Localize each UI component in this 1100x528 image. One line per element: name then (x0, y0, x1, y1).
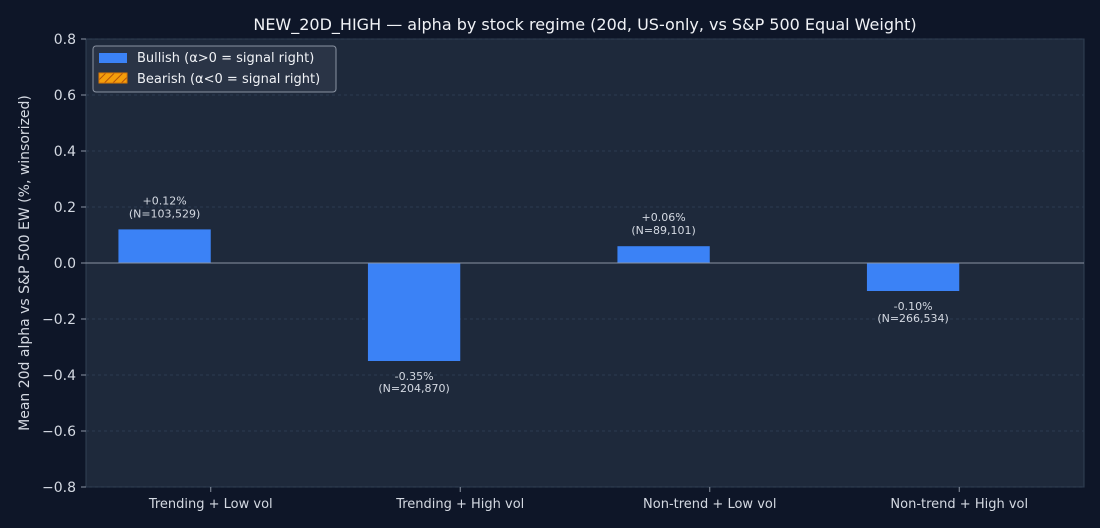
bar-bullish (367, 263, 461, 361)
y-tick-label: 0.8 (54, 32, 76, 48)
bars: +0.12%(N=103,529) -0.35%(N=204,870) +0.06%… (118, 194, 1052, 395)
y-tick-label: −0.6 (42, 424, 76, 440)
legend-box (92, 45, 337, 93)
chart-title: NEW_20D_HIGH — alpha by stock regime (20… (253, 15, 916, 35)
x-tick-label: Non-trend + High vol (890, 497, 1028, 512)
y-tick-label: −0.4 (42, 368, 76, 384)
axes: 0.8 0.6 0.4 0.2 0.0 −0.2 −0.4 −0.6 −0.8 Trending … (42, 32, 1084, 512)
legend-label-bearish: Bearish (α<0 = signal right) (137, 72, 320, 87)
bar-bullish (118, 229, 211, 263)
legend-swatch-bullish (99, 53, 127, 63)
data-label-value: +0.06% (642, 211, 686, 224)
y-tick-label: −0.8 (42, 480, 76, 496)
data-label-value: +0.12% (143, 194, 187, 207)
y-tick-label: 0.0 (54, 256, 76, 272)
data-label-count: (N=204,870) (378, 382, 450, 395)
data-label-value: -0.35% (395, 370, 434, 383)
y-axis-label: Mean 20d alpha vs S&P 500 EW (%, winsori… (17, 95, 33, 431)
y-tick-label: −0.2 (42, 312, 76, 328)
bar-bullish (866, 263, 960, 291)
y-tick-label: 0.2 (54, 200, 76, 216)
x-tick-label: Trending + Low vol (148, 497, 273, 512)
y-tick-label: 0.4 (54, 144, 76, 160)
bar-bullish (617, 246, 710, 263)
data-label-count: (N=266,534) (877, 312, 949, 325)
x-tick-label: Non-trend + Low vol (643, 497, 776, 512)
legend: Bullish (α>0 = signal right) Bearish (α<… (92, 45, 337, 93)
legend-swatch-bearish (98, 72, 128, 84)
data-label-count: (N=103,529) (129, 207, 201, 220)
legend-label-bullish: Bullish (α>0 = signal right) (137, 51, 314, 66)
data-label-value: -0.10% (894, 300, 933, 313)
data-label-count: (N=89,101) (631, 224, 696, 237)
x-tick-label: Trending + High vol (395, 497, 524, 512)
y-tick-label: 0.6 (54, 88, 76, 104)
